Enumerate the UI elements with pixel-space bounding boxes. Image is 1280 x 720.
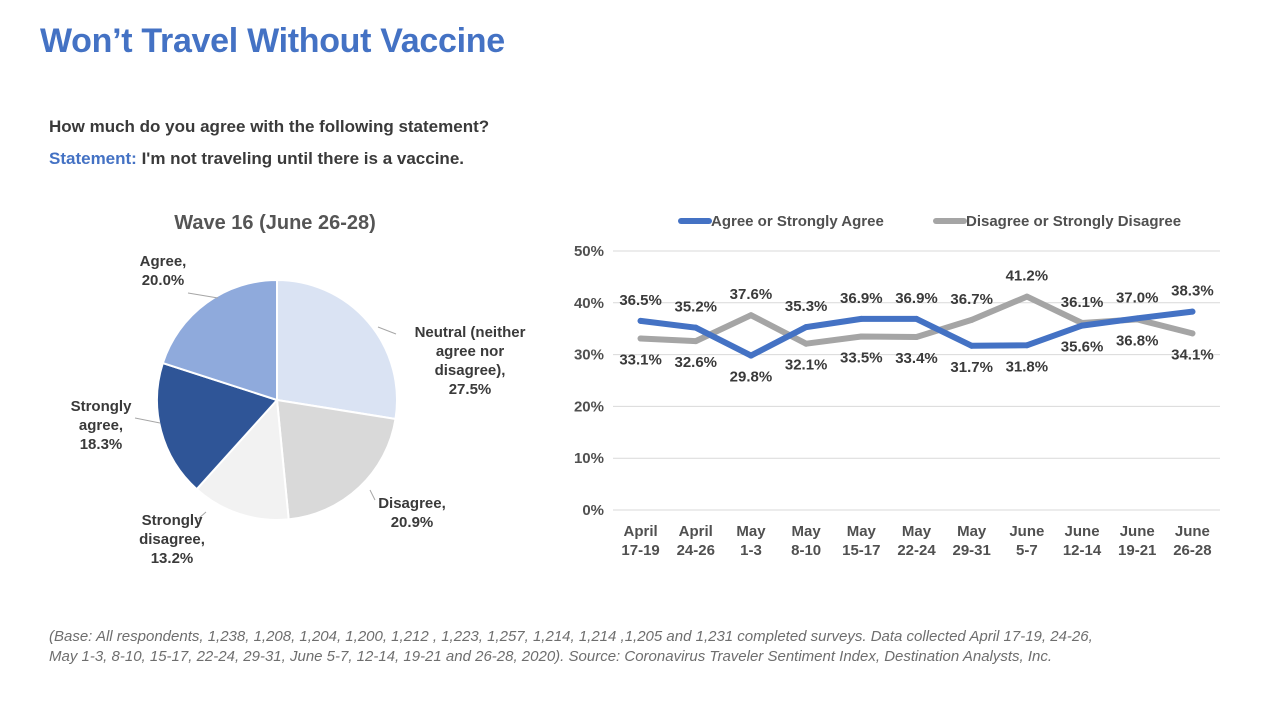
- x-tick-label: June 12-14: [1063, 523, 1102, 559]
- data-point-disagree-or-strongly-disagree: [747, 312, 754, 319]
- pie-leader-line: [134, 417, 161, 424]
- x-tick-label: June 26-28: [1173, 523, 1211, 559]
- data-point-agree-or-strongly-agree: [1023, 342, 1030, 349]
- pie-label-strongly: Strongly agree, 18.3%: [71, 398, 132, 453]
- pie-slice-neutral-neither: [276, 278, 398, 421]
- data-point-agree-or-strongly-agree: [803, 324, 810, 331]
- data-point-disagree-or-strongly-disagree: [858, 333, 865, 340]
- pie-slice-disagree: [275, 398, 397, 521]
- pie-label-strongly: Strongly disagree, 13.2%: [139, 512, 205, 567]
- pie-slice-strongly: [195, 397, 290, 521]
- data-label-disagree-or-strongly-disagree: 41.2%: [1006, 268, 1049, 285]
- footnote-line-1: (Base: All respondents, 1,238, 1,208, 1,…: [49, 628, 1093, 645]
- y-tick-label: 50%: [574, 243, 604, 260]
- data-label-agree-or-strongly-agree: 29.8%: [730, 369, 773, 386]
- data-point-disagree-or-strongly-disagree: [913, 333, 920, 340]
- pie-leader-line: [187, 292, 219, 299]
- data-label-agree-or-strongly-agree: 31.7%: [950, 359, 993, 376]
- x-tick-label: June 19-21: [1118, 523, 1156, 559]
- y-tick-label: 10%: [574, 450, 604, 467]
- pie-label-disagree: Disagree, 20.9%: [378, 495, 446, 531]
- data-label-agree-or-strongly-agree: 31.8%: [1006, 358, 1049, 375]
- data-label-disagree-or-strongly-disagree: 37.6%: [730, 286, 773, 303]
- statement-text: I'm not traveling until there is a vacci…: [136, 149, 464, 168]
- data-label-disagree-or-strongly-disagree: 32.6%: [674, 354, 717, 371]
- x-tick-label: April 24-26: [677, 523, 715, 559]
- y-tick-label: 30%: [574, 347, 604, 364]
- footnote-line-2: May 1-3, 8-10, 15-17, 22-24, 29-31, June…: [49, 648, 1053, 665]
- y-tick-label: 40%: [574, 295, 604, 312]
- data-point-disagree-or-strongly-disagree: [1189, 330, 1196, 337]
- data-label-disagree-or-strongly-disagree: 36.7%: [950, 291, 993, 308]
- survey-statement: Statement: I'm not traveling until there…: [49, 149, 464, 169]
- y-tick-label: 0%: [582, 502, 604, 519]
- survey-question: How much do you agree with the following…: [49, 117, 490, 136]
- legend-label-disagree-or-strongly-disagree: Disagree or Strongly Disagree: [966, 213, 1181, 230]
- pie-leader-line: [369, 489, 376, 501]
- x-tick-label: June 5-7: [1009, 523, 1044, 559]
- data-label-disagree-or-strongly-disagree: 33.4%: [895, 350, 938, 367]
- line-chart: 0% 10% 20% 30% 40% 50% April 17-19 April 24-26 May…: [574, 213, 1220, 559]
- data-label-agree-or-strongly-agree: 36.5%: [619, 292, 662, 309]
- x-tick-label: May 15-17: [842, 523, 880, 559]
- data-label-disagree-or-strongly-disagree: 32.1%: [785, 357, 828, 374]
- data-point-agree-or-strongly-agree: [637, 317, 644, 324]
- data-label-disagree-or-strongly-disagree: 36.1%: [1061, 294, 1104, 311]
- data-point-disagree-or-strongly-disagree: [692, 338, 699, 345]
- x-tick-label: April 17-19: [621, 523, 659, 559]
- data-point-disagree-or-strongly-disagree: [803, 340, 810, 347]
- pie-chart: Neutral (neither agree nor disagree), 27.5%…: [71, 253, 526, 567]
- statement-lead: Statement:: [49, 149, 137, 168]
- data-label-agree-or-strongly-agree: 36.9%: [840, 290, 883, 307]
- data-label-agree-or-strongly-agree: 35.2%: [674, 299, 717, 316]
- data-point-disagree-or-strongly-disagree: [968, 316, 975, 323]
- data-label-disagree-or-strongly-disagree: 33.5%: [840, 349, 883, 366]
- data-point-agree-or-strongly-agree: [692, 324, 699, 331]
- pie-slice-agree: [161, 278, 278, 402]
- x-tick-label: May 29-31: [952, 523, 990, 559]
- data-label-agree-or-strongly-agree: 37.0%: [1116, 289, 1159, 306]
- slide-title: Won’t Travel Without Vaccine: [40, 22, 505, 60]
- data-point-agree-or-strongly-agree: [913, 315, 920, 322]
- footnote: (Base: All respondents, 1,238, 1,208, 1,…: [49, 627, 1229, 667]
- data-label-agree-or-strongly-agree: 38.3%: [1171, 283, 1214, 300]
- x-tick-label: May 8-10: [791, 523, 821, 559]
- data-point-disagree-or-strongly-disagree: [1023, 293, 1030, 300]
- y-tick-label: 20%: [574, 398, 604, 415]
- data-point-agree-or-strongly-agree: [1079, 322, 1086, 329]
- data-point-agree-or-strongly-agree: [1189, 308, 1196, 315]
- pie-leader-line: [377, 326, 397, 335]
- data-point-agree-or-strongly-agree: [1134, 315, 1141, 322]
- data-label-disagree-or-strongly-disagree: 36.8%: [1116, 332, 1159, 349]
- data-point-agree-or-strongly-agree: [968, 342, 975, 349]
- data-label-disagree-or-strongly-disagree: 33.1%: [619, 352, 662, 369]
- pie-label-neutral-neither: Neutral (neither agree nor disagree), 27.5%: [415, 324, 526, 398]
- pie-leader-line: [197, 511, 207, 520]
- data-point-disagree-or-strongly-disagree: [637, 335, 644, 342]
- data-label-disagree-or-strongly-disagree: 34.1%: [1171, 346, 1214, 363]
- data-label-agree-or-strongly-agree: 35.3%: [785, 298, 828, 315]
- data-label-agree-or-strongly-agree: 35.6%: [1061, 339, 1104, 356]
- x-tick-label: May 1-3: [736, 523, 766, 559]
- pie-chart-title: Wave 16 (June 26-28): [174, 212, 376, 234]
- data-label-agree-or-strongly-agree: 36.9%: [895, 290, 938, 307]
- data-point-agree-or-strongly-agree: [858, 315, 865, 322]
- pie-slice-strongly: [156, 361, 279, 491]
- legend-label-agree-or-strongly-agree: Agree or Strongly Agree: [711, 213, 884, 230]
- x-tick-label: May 22-24: [897, 523, 936, 559]
- pie-label-agree: Agree, 20.0%: [140, 253, 187, 289]
- data-point-agree-or-strongly-agree: [747, 352, 754, 359]
